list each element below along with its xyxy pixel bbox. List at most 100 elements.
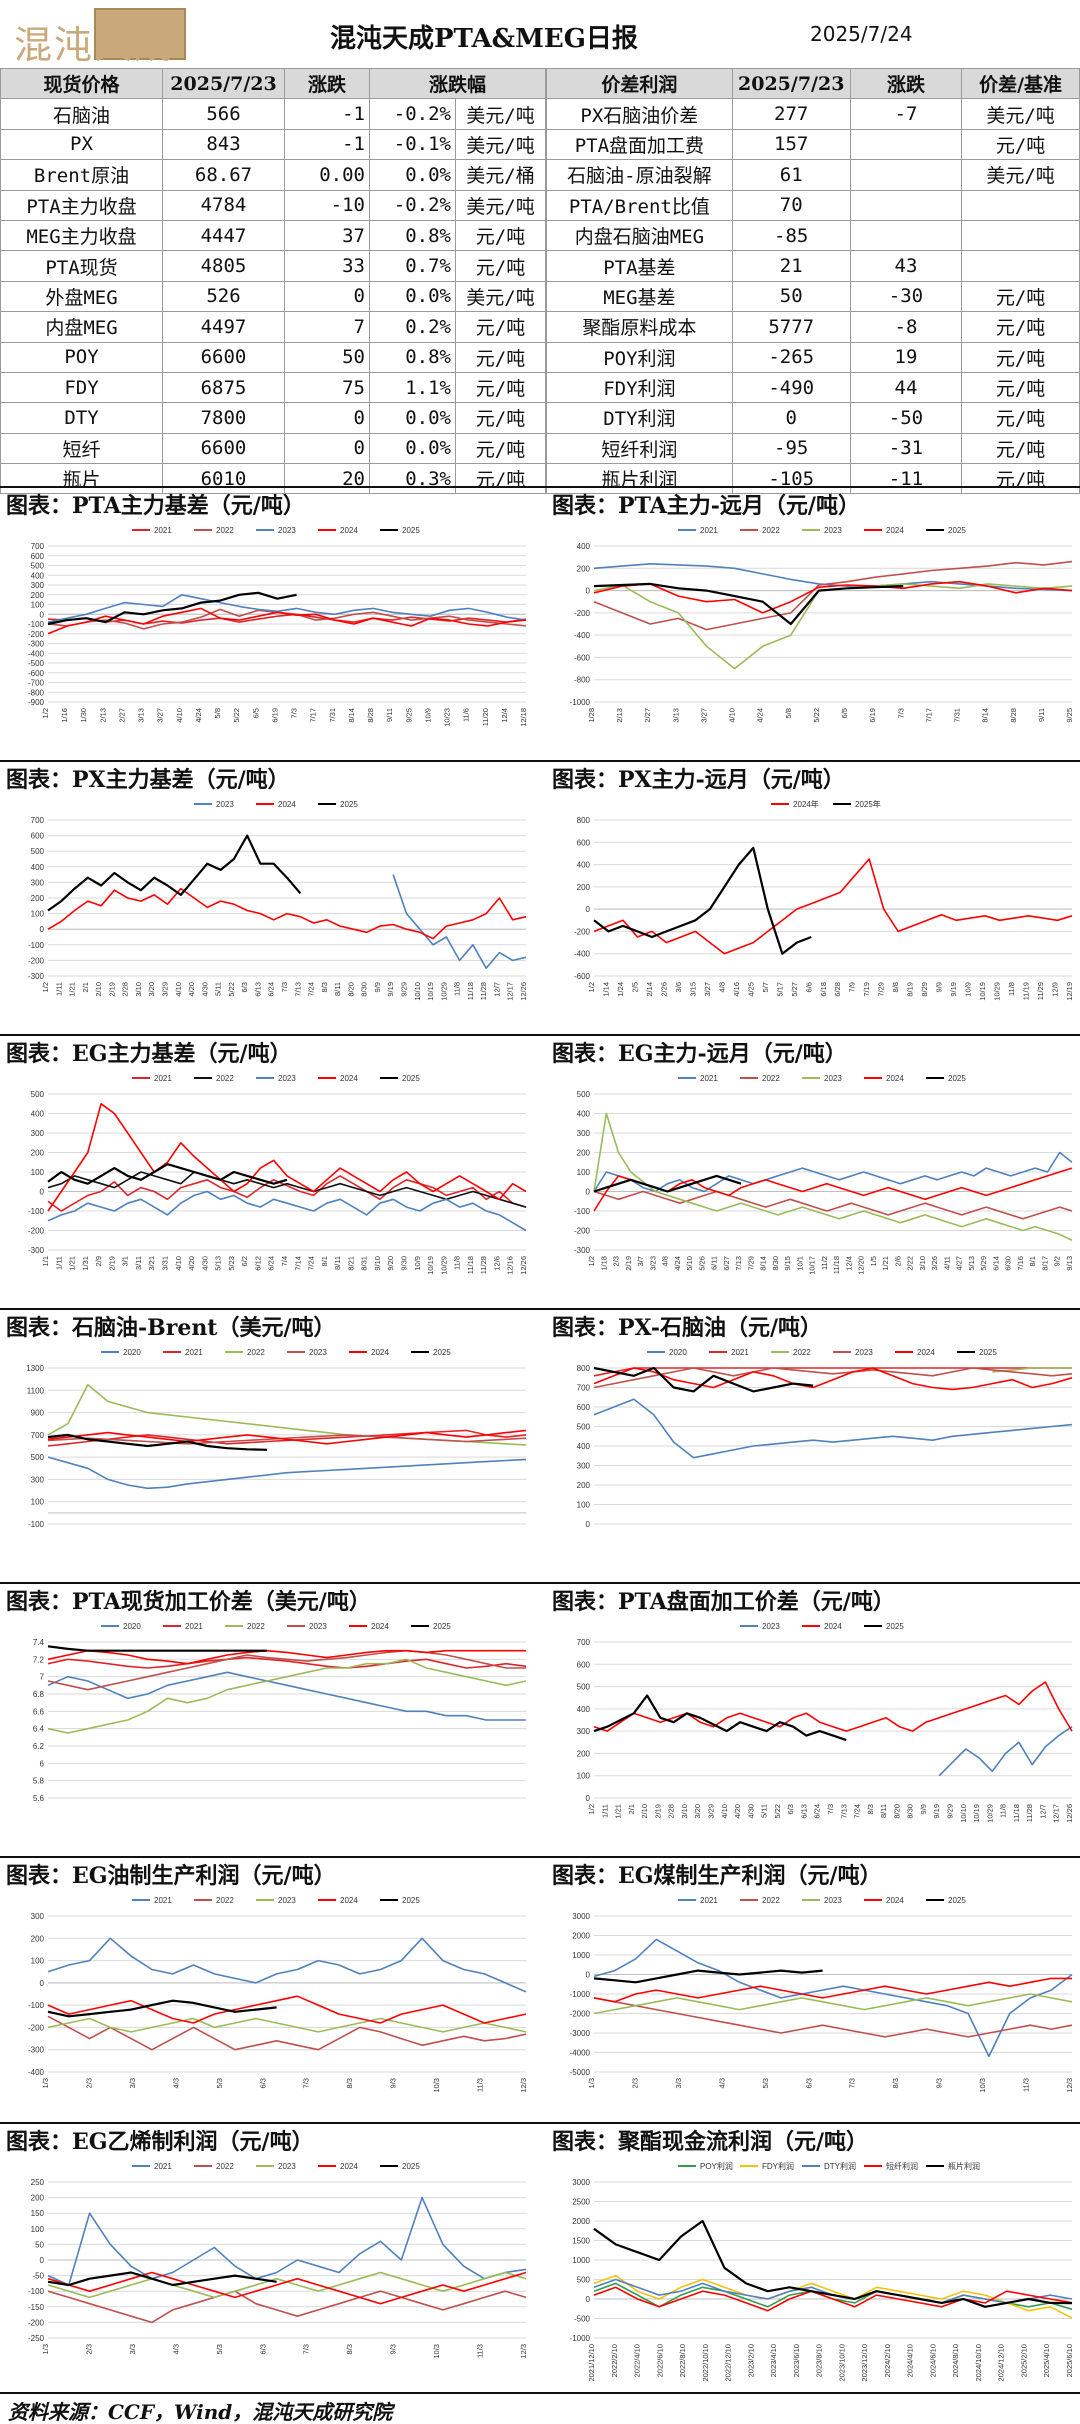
table-cell: 33 [284, 250, 370, 282]
legend-label: 2022 [793, 1348, 811, 1357]
series-line-2025 [47, 2271, 277, 2287]
table-cell [961, 189, 1080, 221]
table-cell: 美元/吨 [455, 98, 546, 130]
legend-label: 2024年 [793, 799, 819, 809]
row-divider [0, 1308, 1080, 1310]
x-tick-label: 2023/8/10 [815, 2344, 824, 2377]
legend-label: FDY利润 [762, 2161, 794, 2171]
x-tick-label: 2/10 [94, 982, 103, 997]
x-tick-label: 6/3 [786, 1804, 795, 1814]
legend-label: 2023 [824, 1896, 842, 1905]
legend-label: 2023 [762, 1622, 780, 1631]
row-divider [0, 2392, 1080, 2394]
x-tick-label: 8/17 [1040, 1256, 1049, 1271]
company-logo: 混沌天成 [14, 8, 186, 67]
chart-panel-c13: 图表：EG乙烯制利润（元/吨） -250 -200 -150 -100 -50 0 50 100… [0, 2124, 540, 2394]
table-cell [849, 219, 963, 252]
chart-svg: -250 -200 -150 -100 -50 0 50 100 150 200 250 1/3 2/3… [28, 2162, 528, 2359]
x-tick-label: 6/19 [270, 708, 279, 723]
x-tick-label: 1/5 [869, 1256, 878, 1266]
y-tick-label: 500 [31, 1453, 45, 1462]
legend-label: 2022 [762, 1896, 780, 1905]
table-cell: PTA基差 [546, 250, 733, 282]
x-tick-label: 9/20 [386, 1256, 395, 1271]
chart-svg: -100 100 300 500 700 900 1100 1300 2020 2021 2022 2… [26, 1348, 527, 1529]
x-tick-label: 4/24 [673, 1256, 682, 1271]
x-tick-label: 8/3 [345, 2344, 354, 2354]
x-tick-label: 4/20 [187, 1256, 196, 1271]
x-tick-label: 6/5 [251, 708, 260, 718]
table-cell: 6600 [162, 341, 285, 373]
y-tick-label: 0 [586, 1971, 591, 1980]
table-cell: 0.2% [369, 311, 456, 343]
x-tick-label: 7/13 [293, 982, 302, 997]
x-tick-label: 11/18 [466, 982, 475, 1000]
x-tick-label: 8/30 [906, 1804, 915, 1819]
column-header: 价差/基准 [961, 67, 1080, 100]
table-cell: 0.8% [369, 341, 456, 373]
y-tick-label: 600 [577, 1403, 591, 1412]
y-tick-label: 500 [31, 562, 45, 571]
series-line-2022 [593, 1997, 1073, 2038]
x-tick-label: 5/13 [967, 1256, 976, 1271]
y-tick-label: 100 [577, 1501, 591, 1510]
table-cell: 元/吨 [455, 250, 546, 282]
table-cell: 元/吨 [961, 463, 1080, 495]
series-line-2023 [47, 1649, 526, 1691]
x-tick-label: 2/3 [84, 2344, 93, 2354]
x-tick-label: 5/11 [214, 982, 223, 996]
x-tick-label: 3/29 [161, 982, 170, 997]
x-tick-label: 9/3 [389, 2078, 398, 2088]
legend-label: 2021 [185, 1622, 203, 1631]
x-tick-label: 7/3 [290, 708, 299, 718]
x-tick-label: 2022/12/10 [724, 2344, 733, 2382]
x-tick-label: 4/8 [717, 982, 726, 992]
x-tick-label: 10/3 [978, 2078, 987, 2093]
table-cell: PTA盘面加工费 [546, 128, 733, 161]
table-cell: 瓶片 [0, 463, 163, 495]
table-cell: 6600 [162, 432, 285, 465]
x-tick-label: 6/30 [1004, 1256, 1013, 1271]
x-tick-label: 11/3 [476, 2344, 485, 2358]
table-cell: -85 [731, 219, 851, 252]
y-tick-label: 900 [31, 1409, 45, 1418]
report-header: 混沌天成 混沌天成PTA&MEG日报 2025/7/24 [0, 0, 1080, 67]
x-tick-label: 5/26 [697, 1256, 706, 1271]
x-tick-label: 3/3 [128, 2344, 137, 2354]
x-tick-label: 9/25 [404, 708, 413, 723]
x-tick-label: 9/13 [1065, 1256, 1074, 1271]
legend-label: 2024 [278, 800, 296, 809]
table-row: 内盘石脑油MEG -85 [546, 219, 1080, 252]
table-cell: -10 [284, 189, 370, 221]
table-cell: 75 [284, 371, 370, 404]
y-tick-label: -200 [574, 609, 591, 618]
table-cell [961, 250, 1080, 282]
x-tick-label: 5/22 [227, 982, 236, 997]
table-cell: 美元/吨 [961, 98, 1080, 130]
table-cell: -105 [731, 463, 851, 495]
series-line-2025年 [593, 846, 812, 955]
x-tick-label: 12/18 [519, 708, 528, 727]
table-cell: 瓶片利润 [546, 463, 733, 495]
x-tick-label: 3/6 [674, 982, 683, 992]
x-tick-label: 6/2 [240, 1256, 249, 1266]
y-tick-label: 0 [586, 905, 591, 914]
chart-title: 图表：EG乙烯制利润（元/吨） [6, 2129, 314, 2155]
y-tick-label: 6.6 [33, 1707, 45, 1716]
series-line-2025 [47, 591, 297, 626]
x-tick-label: 2/19 [107, 982, 116, 997]
y-tick-label: -50 [32, 2272, 44, 2281]
legend-label: 2021 [731, 1348, 749, 1357]
y-tick-label: 1300 [26, 1364, 44, 1373]
x-tick-label: 6/3 [258, 2344, 267, 2354]
table-cell: 0.3% [369, 463, 456, 495]
legend-label: 2025 [433, 1622, 451, 1631]
x-tick-label: 2022/6/10 [655, 2344, 664, 2377]
x-tick-label: 3/10 [918, 1256, 927, 1271]
x-tick-label: 6/13 [253, 982, 262, 997]
table-cell: 0.0% [369, 432, 456, 465]
series-line-2021 [47, 1656, 527, 1669]
table-cell: 元/吨 [455, 371, 546, 404]
x-tick-label: 7/17 [309, 708, 318, 723]
x-tick-label: 4/10 [720, 1804, 729, 1819]
